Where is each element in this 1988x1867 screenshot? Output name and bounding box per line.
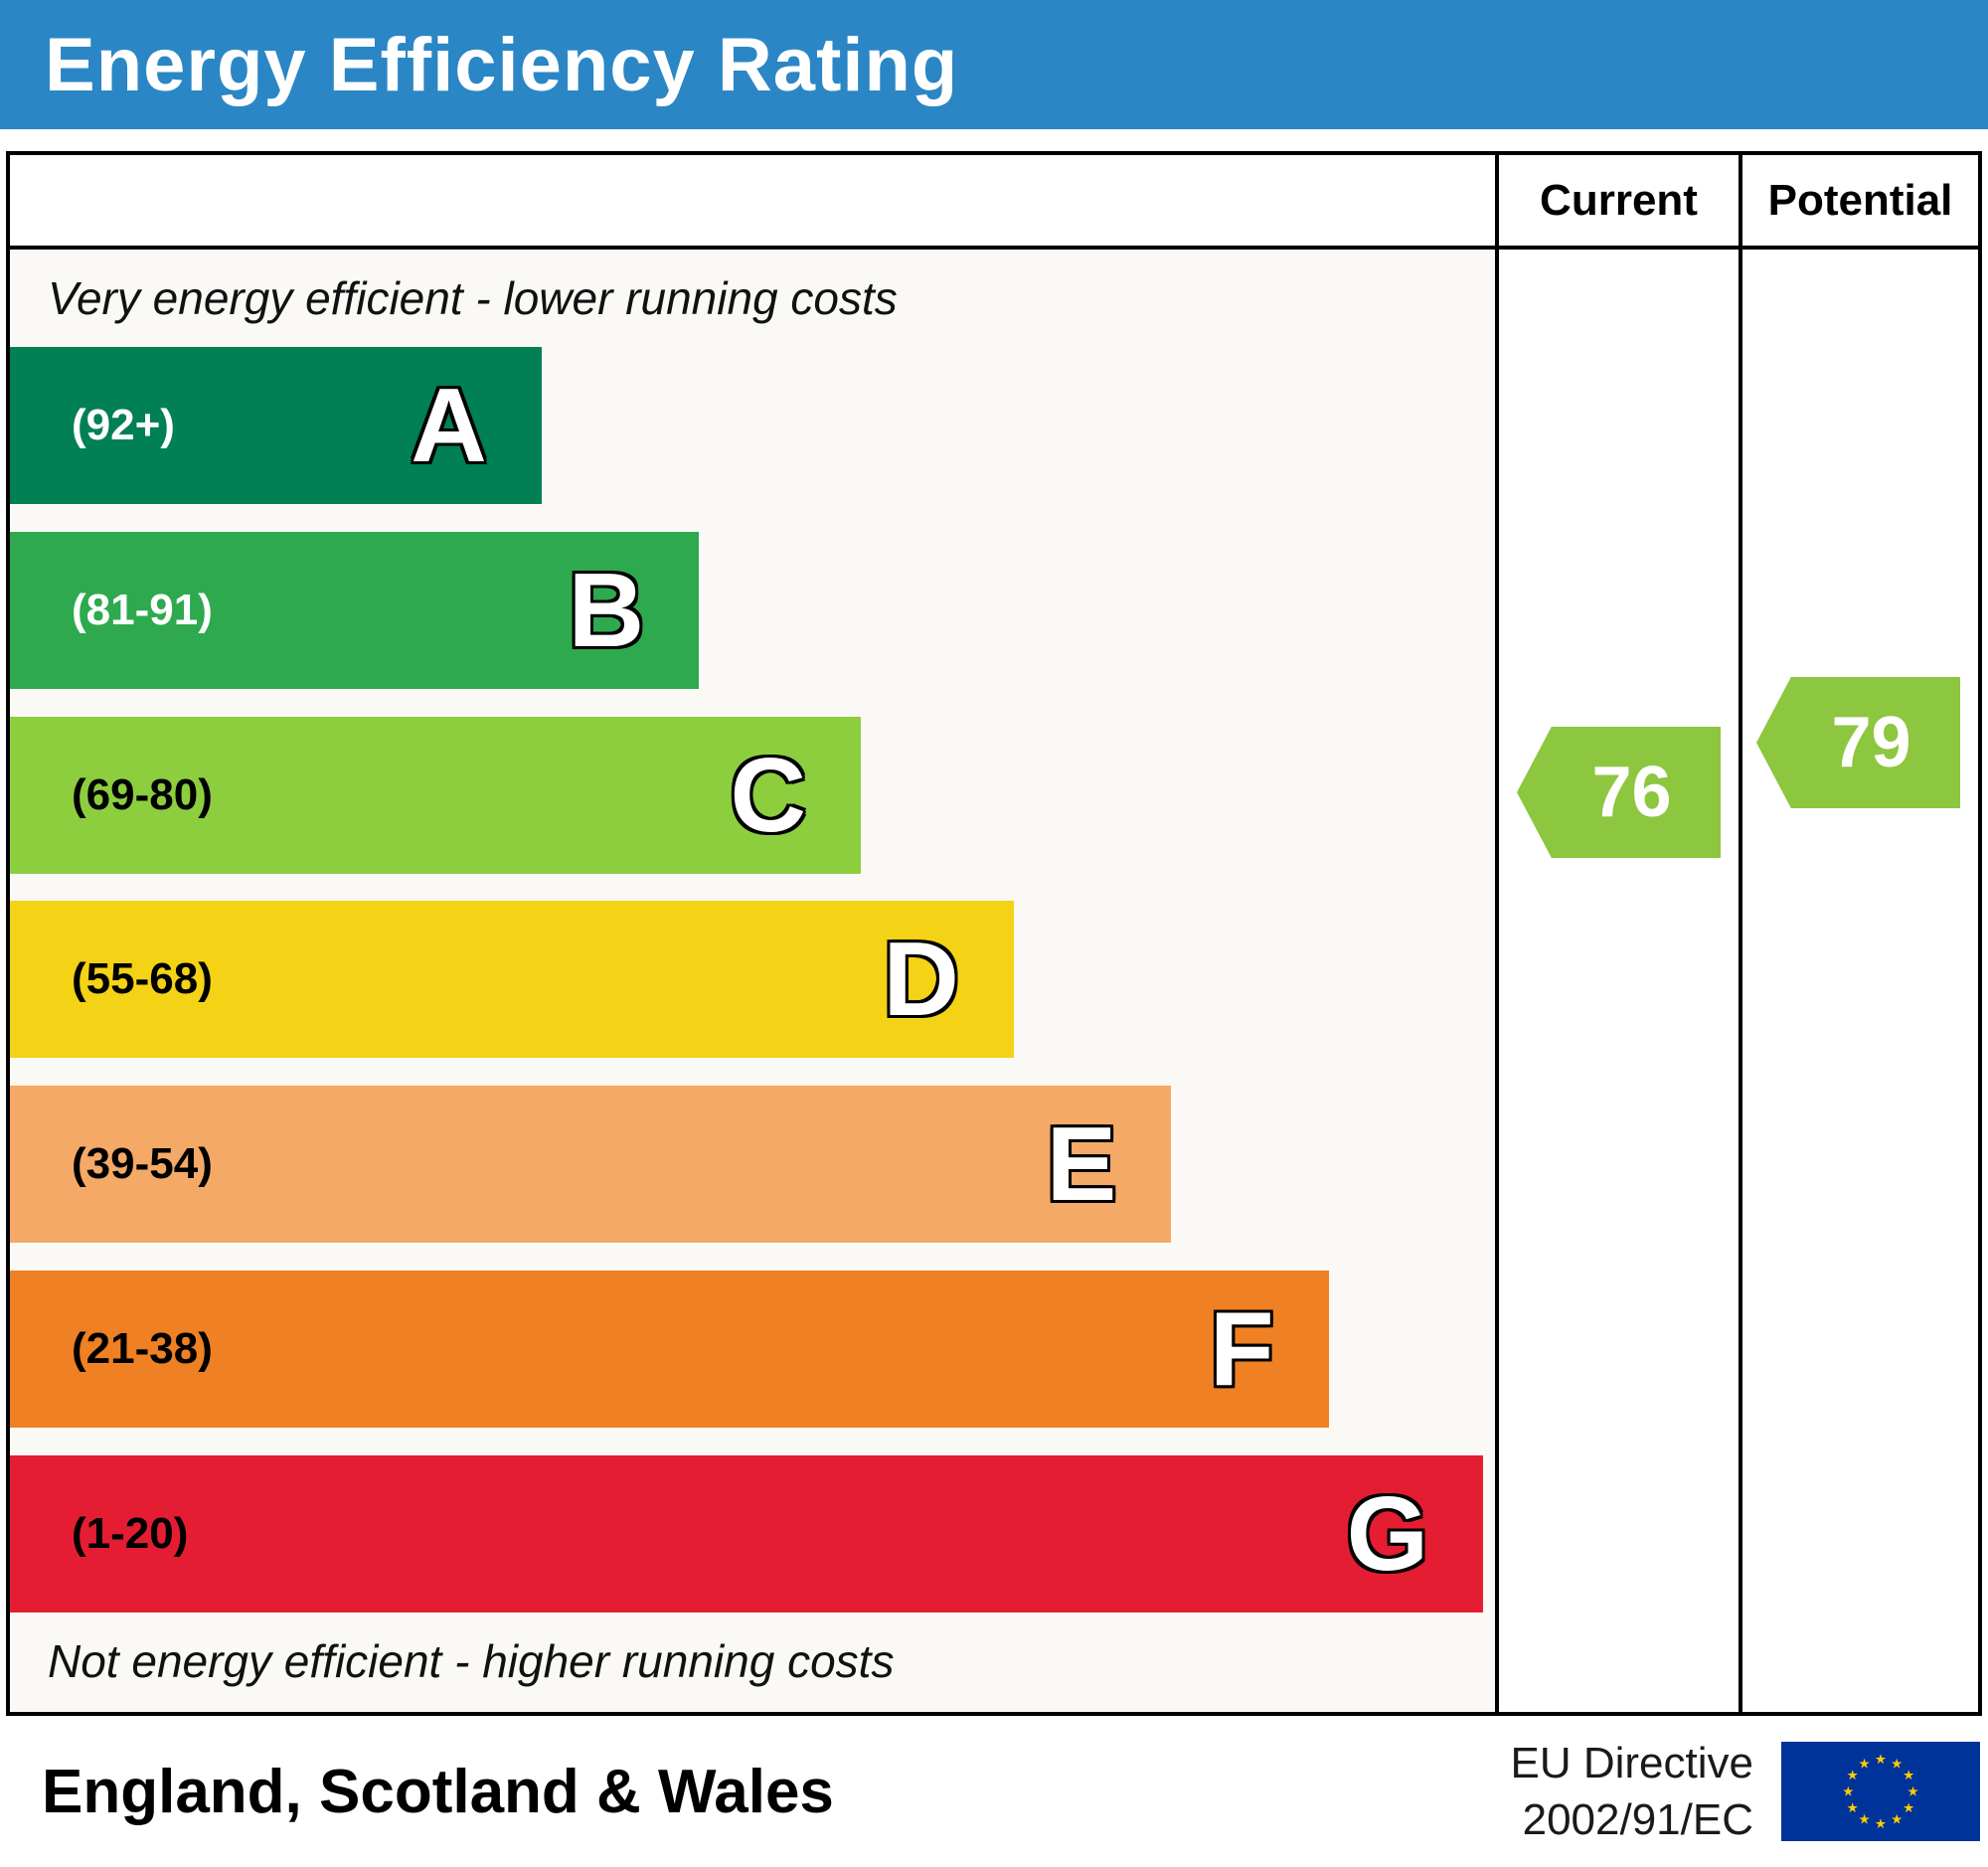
rating-bands-area: Very energy efficient - lower running co…: [10, 250, 1495, 1712]
potential-rating-column: 79: [1739, 250, 1978, 1712]
top-axis-label: Very energy efficient - lower running co…: [48, 272, 898, 324]
band-letter: D: [883, 921, 959, 1039]
svg-text:★: ★: [1842, 1784, 1854, 1799]
band-letter: B: [568, 551, 645, 669]
header-spacer-cell: [10, 155, 1495, 250]
band-range-label: (55-68): [72, 954, 213, 1004]
footer: England, Scotland & Wales EU Directive 2…: [0, 1716, 1988, 1867]
svg-text:★: ★: [1875, 1816, 1887, 1831]
potential-rating-value: 79: [1831, 703, 1911, 782]
eu-directive-line1: EU Directive: [1510, 1738, 1754, 1787]
band-row-b: (81-91) B: [10, 531, 700, 689]
band-row-g: (1-20) G: [10, 1454, 1484, 1612]
band-letter: C: [730, 736, 807, 854]
band-row-a: (92+) A: [10, 346, 542, 504]
current-rating-column: 76: [1495, 250, 1739, 1712]
band-row-d: (55-68) D: [10, 901, 1014, 1059]
eu-directive-line2: 2002/91/EC: [1522, 1795, 1753, 1844]
band-letter: E: [1046, 1105, 1117, 1224]
svg-text:★: ★: [1891, 1756, 1903, 1771]
bands-container: (92+) A (81-91) B (69-80) C (55-68) D (3…: [10, 329, 1495, 1630]
svg-text:★: ★: [1903, 1768, 1914, 1782]
svg-text:★: ★: [1875, 1752, 1887, 1767]
svg-text:★: ★: [1903, 1800, 1914, 1815]
band-range-label: (92+): [72, 400, 175, 449]
band-range-label: (1-20): [72, 1508, 189, 1558]
band-row-e: (39-54) E: [10, 1086, 1172, 1244]
region-label: England, Scotland & Wales: [42, 1757, 834, 1826]
current-rating-value: 76: [1591, 753, 1672, 832]
band-row-c: (69-80) C: [10, 716, 862, 874]
potential-rating-arrow: 79: [1756, 677, 1960, 808]
band-range-label: (39-54): [72, 1139, 213, 1189]
eu-flag-icon: ★ ★ ★ ★ ★ ★ ★ ★ ★ ★ ★ ★: [1781, 1742, 1980, 1841]
band-row-f: (21-38) F: [10, 1271, 1329, 1429]
band-range-label: (69-80): [72, 769, 213, 819]
band-letter: A: [411, 366, 487, 484]
svg-text:★: ★: [1847, 1768, 1859, 1782]
svg-text:★: ★: [1859, 1756, 1871, 1771]
epc-rating-table: Current Potential Very energy efficient …: [6, 151, 1982, 1716]
svg-text:★: ★: [1847, 1800, 1859, 1815]
column-header-potential: Potential: [1739, 155, 1978, 250]
eu-directive-label: EU Directive 2002/91/EC: [1511, 1735, 1754, 1848]
band-letter: G: [1346, 1474, 1429, 1593]
bottom-axis-label: Not energy efficient - higher running co…: [48, 1635, 895, 1687]
band-range-label: (81-91): [72, 585, 213, 634]
band-letter: F: [1209, 1290, 1274, 1409]
svg-text:★: ★: [1906, 1784, 1918, 1799]
svg-text:★: ★: [1891, 1812, 1903, 1827]
page-title: Energy Efficiency Rating: [45, 22, 959, 107]
title-bar: Energy Efficiency Rating: [0, 0, 1988, 129]
current-rating-arrow: 76: [1517, 727, 1721, 858]
column-header-current: Current: [1495, 155, 1739, 250]
band-range-label: (21-38): [72, 1324, 213, 1374]
svg-text:★: ★: [1859, 1812, 1871, 1827]
